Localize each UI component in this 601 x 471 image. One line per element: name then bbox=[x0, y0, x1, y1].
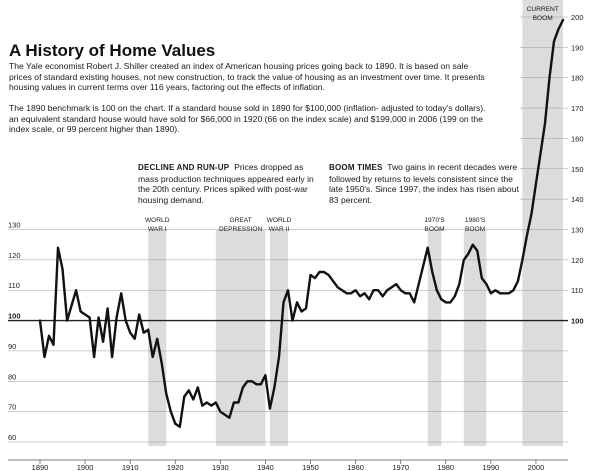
y-tick-label-right: 150 bbox=[571, 165, 584, 174]
decline-callout-text: Prices dropped as mass production techni… bbox=[138, 162, 314, 205]
decline-callout-title: DECLINE AND RUN-UP bbox=[138, 163, 230, 172]
y-tick-label-left: 80 bbox=[8, 372, 16, 381]
y-tick-label-right: 120 bbox=[571, 256, 584, 265]
x-tick-label: 1930 bbox=[212, 463, 229, 471]
chart-title: A History of Home Values bbox=[9, 41, 216, 60]
axis-ticks: 60 70 80 90 100 110 120 130 100 110 120 130 140 150 16… bbox=[8, 13, 584, 471]
x-tick-label: 2000 bbox=[528, 463, 545, 471]
event-band bbox=[269, 230, 288, 446]
y-tick-label-right: 160 bbox=[571, 134, 584, 143]
y-tick-label-right: 140 bbox=[571, 195, 584, 204]
event-band-label: WAR I bbox=[148, 226, 167, 233]
event-band-label: CURRENT bbox=[527, 6, 559, 13]
y-tick-label-left: 70 bbox=[8, 403, 16, 412]
y-tick-label-left: 120 bbox=[8, 251, 21, 260]
y-tick-label-left: 100 bbox=[8, 312, 21, 321]
benchmark-paragraph: The 1890 benchmark is 100 on the chart. … bbox=[9, 103, 486, 135]
x-tick-label: 1990 bbox=[483, 463, 500, 471]
y-tick-label-right: 190 bbox=[571, 43, 584, 52]
event-band-label: GREAT bbox=[230, 217, 252, 224]
y-tick-label-right: 170 bbox=[571, 104, 584, 113]
y-tick-label-left: 110 bbox=[8, 281, 20, 290]
boom-callout-title: BOOM TIMES bbox=[329, 163, 383, 172]
event-band-label: WAR II bbox=[269, 226, 290, 233]
event-band-label: WORLD bbox=[145, 217, 170, 224]
x-tick-label: 1890 bbox=[32, 463, 49, 471]
series-layer bbox=[38, 18, 565, 428]
event-band bbox=[215, 230, 266, 446]
y-tick-label-right: 180 bbox=[571, 74, 584, 83]
y-tick-label-left: 130 bbox=[8, 221, 21, 230]
x-tick-label: 1980 bbox=[437, 463, 454, 471]
x-tick-label: 1920 bbox=[167, 463, 184, 471]
y-tick-label-left: 60 bbox=[8, 433, 16, 442]
x-tick-label: 1910 bbox=[122, 463, 139, 471]
event-band-label: 1980'S bbox=[465, 217, 486, 224]
boom-callout: BOOM TIMES Two gains in recent decades w… bbox=[329, 162, 519, 205]
boom-callout-text: Two gains in recent decades were followe… bbox=[329, 162, 519, 205]
event-band bbox=[463, 230, 487, 446]
event-band-label: BOOM bbox=[424, 226, 444, 233]
event-band-label: BOOM bbox=[533, 15, 553, 22]
decline-callout: DECLINE AND RUN-UP Prices dropped as mas… bbox=[138, 162, 316, 205]
y-tick-label-right: 130 bbox=[571, 226, 584, 235]
event-band-labels: WORLD WAR I GREAT DEPRESSION WORLD WAR II 1970… bbox=[145, 6, 559, 233]
y-tick-label-right: 200 bbox=[571, 13, 584, 22]
x-tick-label: 1970 bbox=[392, 463, 409, 471]
event-band-label: BOOM bbox=[465, 226, 485, 233]
x-tick-label: 1950 bbox=[302, 463, 319, 471]
home-value-index-line bbox=[38, 18, 565, 428]
event-band-label: 1970'S bbox=[424, 217, 445, 224]
event-band bbox=[427, 230, 442, 446]
intro-paragraph: The Yale economist Robert J. Shiller cre… bbox=[9, 61, 485, 93]
y-tick-label-right: 110 bbox=[571, 286, 583, 295]
x-tick-label: 1940 bbox=[257, 463, 274, 471]
y-tick-label-right: 100 bbox=[571, 317, 584, 326]
event-band-label: WORLD bbox=[267, 217, 292, 224]
x-tick-label: 1960 bbox=[347, 463, 364, 471]
event-band-label: DEPRESSION bbox=[219, 226, 262, 233]
x-tick-label: 1900 bbox=[77, 463, 94, 471]
y-tick-label-left: 90 bbox=[8, 342, 16, 351]
